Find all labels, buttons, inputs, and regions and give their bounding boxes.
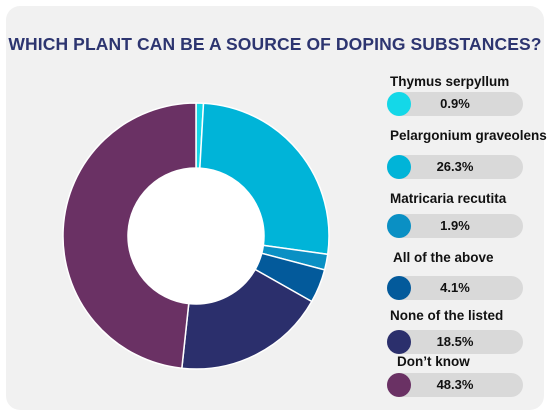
legend-value-pelargonium-graveolens: 26.3%	[436, 159, 474, 174]
legend-pill-thymus-serpyllum: 0.9%	[387, 92, 523, 116]
legend-value-all-of-the-above: 4.1%	[440, 280, 470, 295]
donut-hole	[128, 168, 264, 304]
legend-label-matricaria-recutita: Matricaria recutita	[390, 191, 507, 206]
legend-value-matricaria-recutita: 1.9%	[440, 218, 470, 233]
legend-swatch-all-of-the-above	[387, 276, 411, 300]
legend-label-all-of-the-above: All of the above	[393, 250, 494, 265]
legend-label-thymus-serpyllum: Thymus serpyllum	[390, 74, 510, 89]
legend-value-dont-know: 48.3%	[436, 377, 474, 392]
legend-swatch-matricaria-recutita	[387, 214, 411, 238]
legend-value-none-of-the-listed: 18.5%	[436, 334, 474, 349]
legend-swatch-pelargonium-graveolens	[387, 155, 411, 179]
legend-label-pelargonium-graveolens: Pelargonium graveolens	[390, 128, 547, 143]
chart-title: WHICH PLANT CAN BE A SOURCE OF DOPING SU…	[8, 34, 542, 54]
legend-pill-all-of-the-above: 4.1%	[387, 276, 523, 300]
legend-value-thymus-serpyllum: 0.9%	[440, 96, 470, 111]
legend-label-none-of-the-listed: None of the listed	[390, 308, 504, 323]
legend-pill-pelargonium-graveolens: 26.3%	[387, 155, 523, 179]
legend-swatch-dont-know	[387, 373, 411, 397]
legend-pill-matricaria-recutita: 1.9%	[387, 214, 523, 238]
donut-chart	[62, 102, 330, 370]
legend-swatch-none-of-the-listed	[387, 330, 411, 354]
legend-label-dont-know: Don’t know	[397, 354, 470, 369]
legend-pill-dont-know: 48.3%	[387, 373, 523, 397]
legend-swatch-thymus-serpyllum	[387, 92, 411, 116]
legend-pill-none-of-the-listed: 18.5%	[387, 330, 523, 354]
